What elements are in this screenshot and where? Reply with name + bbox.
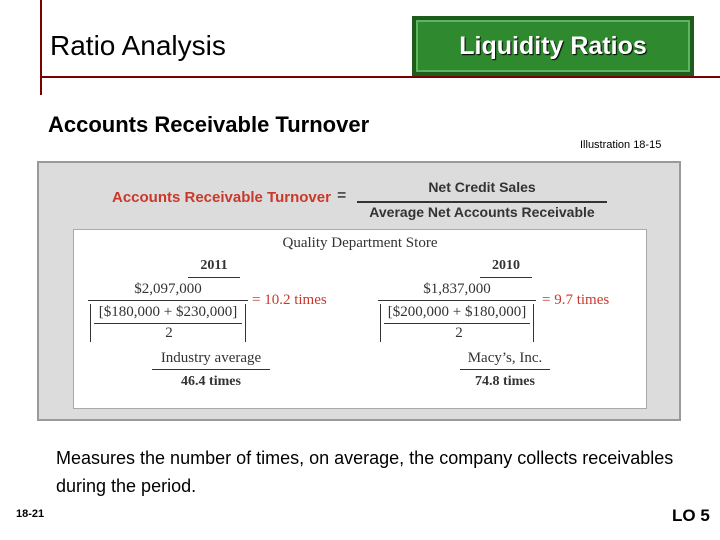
macys-value: 74.8 times: [475, 374, 535, 389]
slide-title: Ratio Analysis: [50, 30, 226, 61]
result-2011: = 10.2 times: [252, 292, 327, 308]
denominator-2010-text: [$200,000 + $180,000]: [387, 304, 527, 320]
year-2010: 2010: [492, 258, 520, 273]
fraction-bar-2011: [88, 300, 248, 301]
divisor-2010: 2: [455, 325, 463, 341]
result-2010: = 9.7 times: [542, 292, 610, 308]
year-2011: 2011: [200, 258, 228, 273]
numerator-2011: $2,097,000: [134, 281, 202, 297]
company-name: Quality Department Store: [282, 235, 438, 251]
comparison-rule-right: [460, 369, 550, 370]
learning-objective: LO 5: [672, 506, 710, 525]
denominator-2011: [$180,000 + $230,000]: [90, 304, 246, 342]
badge-label: Liquidity Ratios: [459, 31, 647, 60]
divisor-bar-2011: [94, 323, 242, 324]
divisor-bar-2010: [384, 323, 530, 324]
year-underline: [480, 277, 532, 278]
title-vertical-rule: [40, 0, 42, 95]
formula-numerator: Net Credit Sales: [428, 179, 536, 195]
formula-label: Accounts Receivable Turnover: [112, 189, 331, 206]
comparison-rule-left: [152, 369, 270, 370]
slide-subtitle: Accounts Receivable Turnover: [48, 112, 370, 137]
denominator-2011-text: [$180,000 + $230,000]: [98, 304, 238, 320]
slide-number: 18-21: [16, 508, 45, 520]
fraction-bar-2010: [378, 300, 536, 301]
example-box: Quality Department Store 2011 $2,097,000…: [73, 229, 647, 409]
formula-equals: =: [337, 187, 347, 204]
title-horizontal-rule: [40, 76, 720, 78]
formula-denominator: Average Net Accounts Receivable: [369, 204, 595, 220]
description-text: Measures the number of times, on average…: [56, 448, 674, 496]
illustration-panel: Accounts Receivable Turnover = Net Credi…: [37, 161, 681, 421]
liquidity-ratios-badge: Liquidity Ratios: [412, 16, 694, 76]
denominator-2010: [$200,000 + $180,000]: [380, 304, 534, 342]
illustration-label: Illustration 18-15: [580, 139, 662, 151]
industry-average-value: 46.4 times: [181, 374, 241, 389]
industry-average-label: Industry average: [160, 350, 262, 366]
year-underline: [188, 277, 240, 278]
numerator-2010: $1,837,000: [423, 281, 491, 297]
formula-fraction-bar: [357, 201, 607, 203]
divisor-2011: 2: [165, 325, 173, 341]
macys-label: Macy’s, Inc.: [467, 350, 543, 366]
